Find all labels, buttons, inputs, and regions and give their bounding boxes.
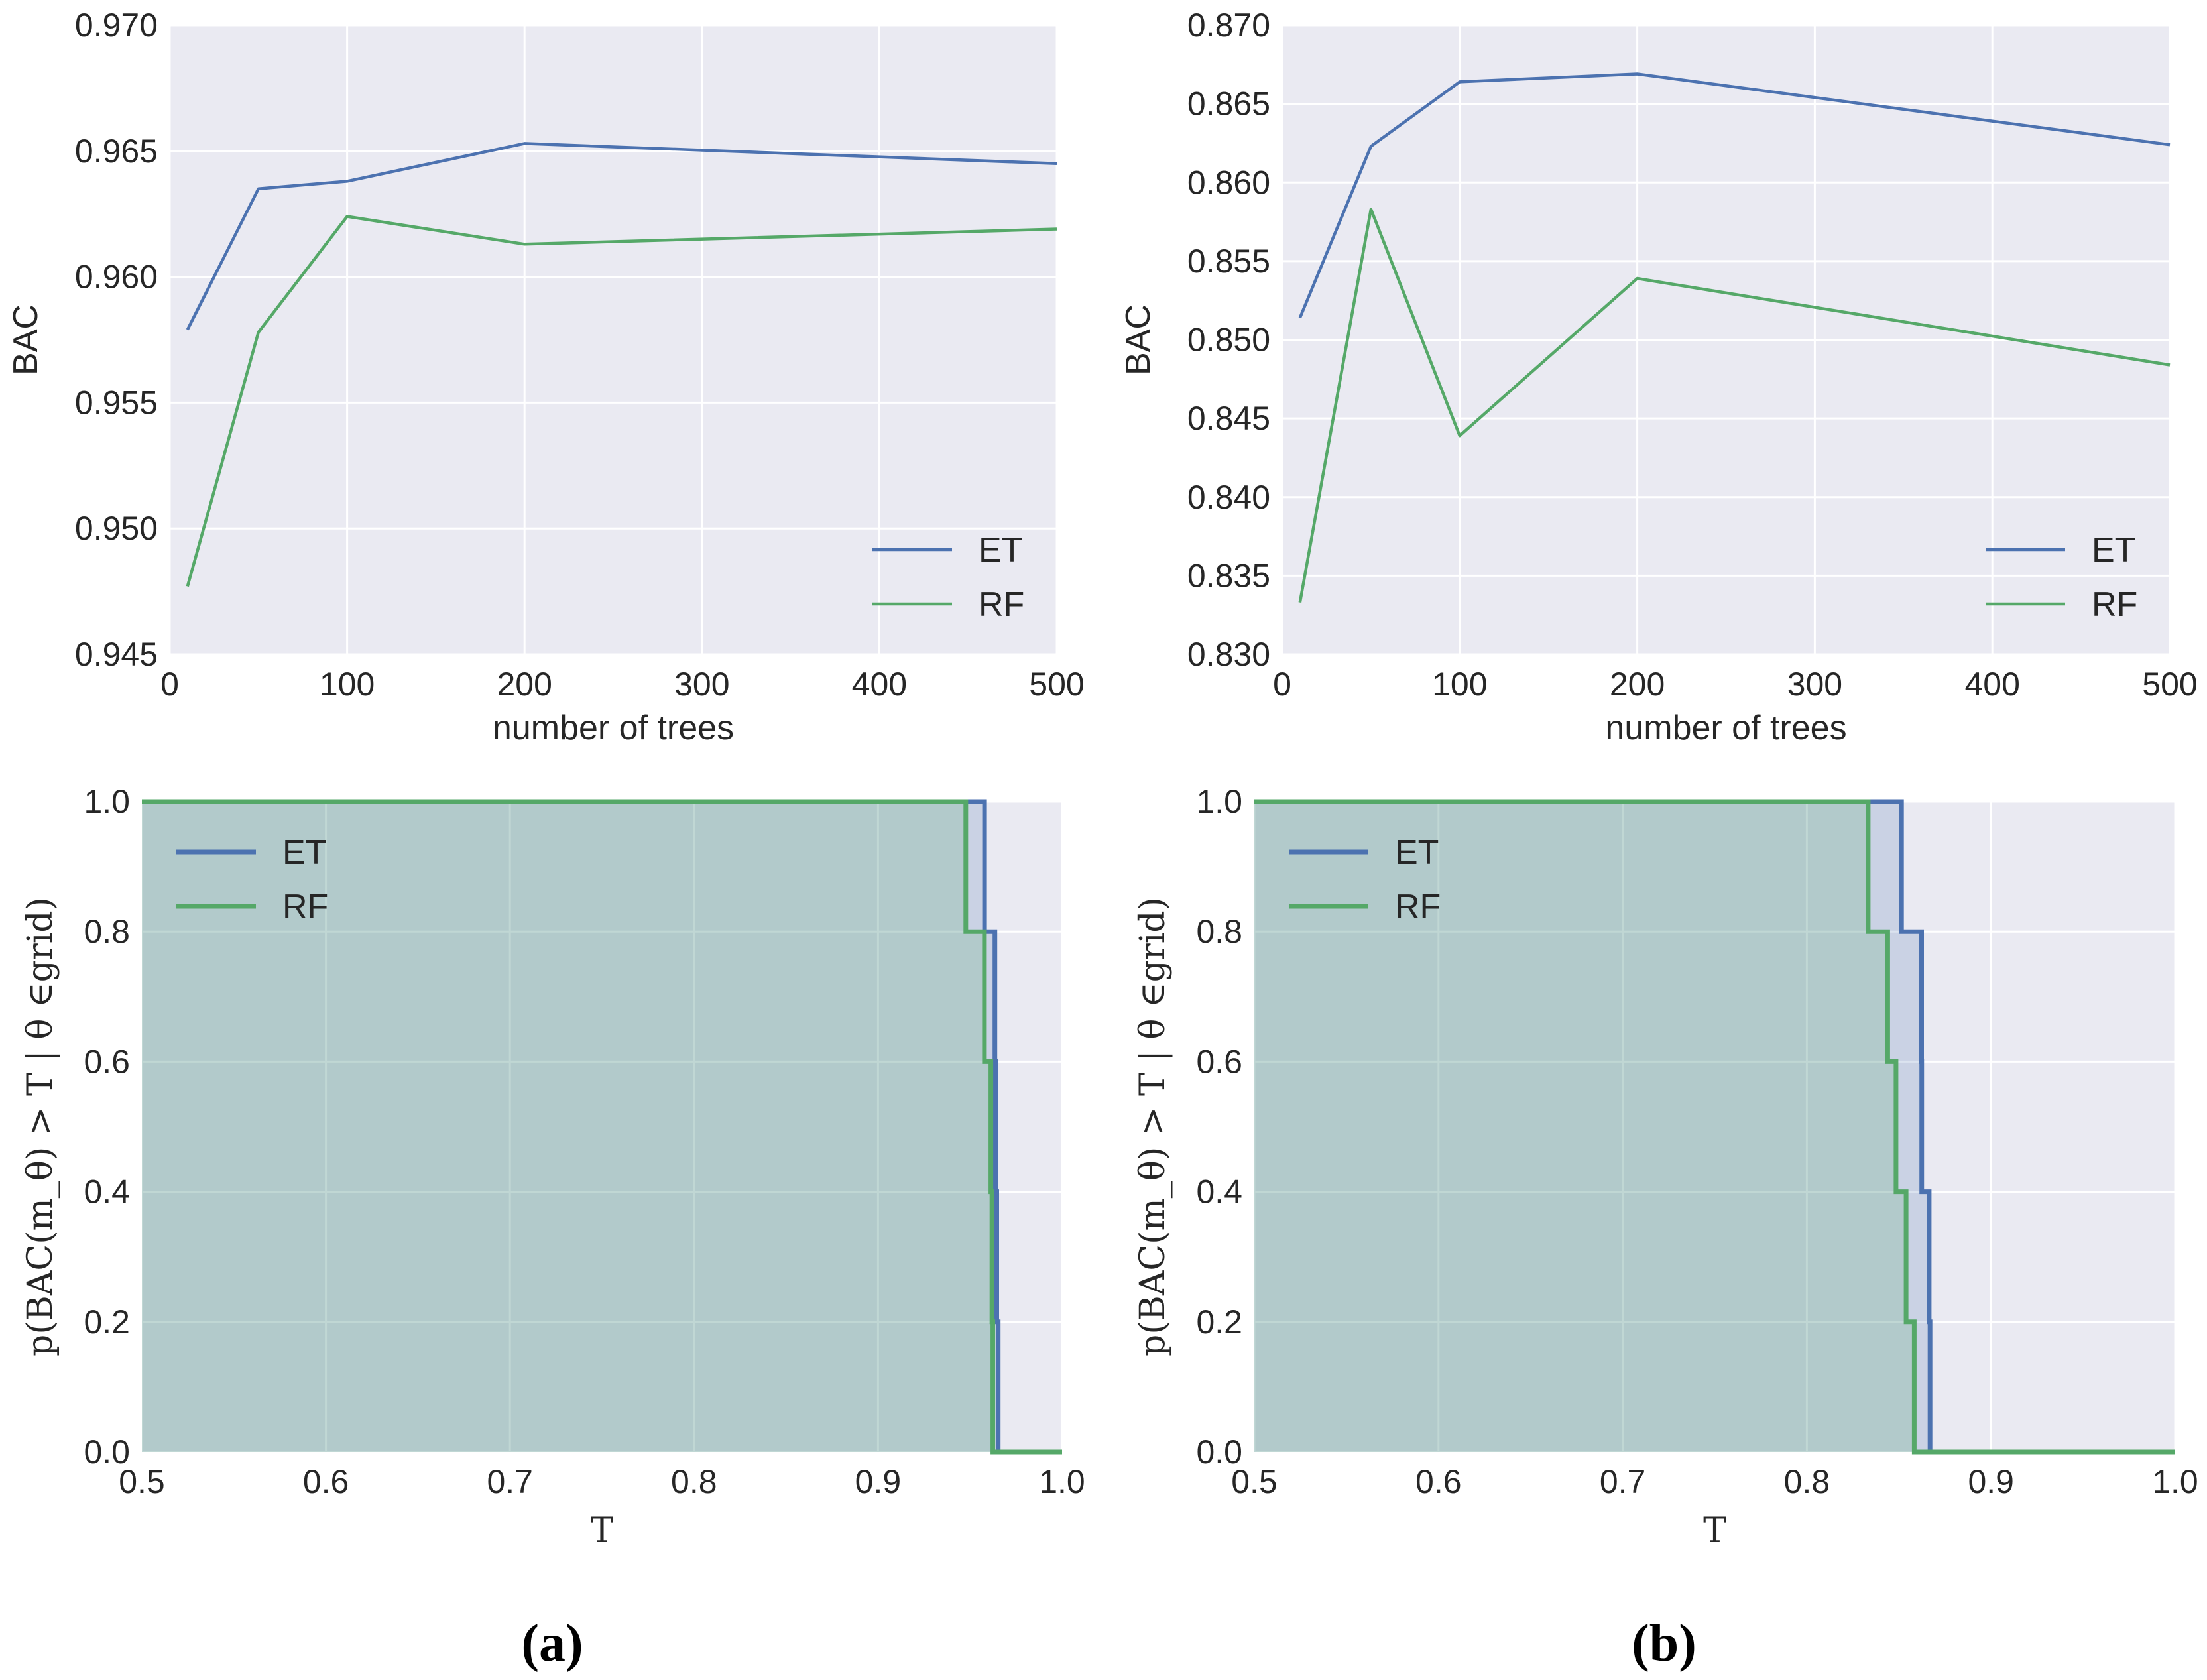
b-bottom-y-tick-label: 0.0: [1196, 1433, 1242, 1470]
b-top-y-tick-label: 0.845: [1187, 400, 1270, 437]
b-top-legend-label-et: ET: [2092, 531, 2135, 570]
a-bottom-legend-label-rf: RF: [282, 888, 328, 926]
b-bottom-y-axis-label: p(BAC(m_θ) > T | θ ∈grid): [1133, 897, 1173, 1356]
b-bottom-x-axis-label: T: [1703, 1511, 1726, 1551]
a-bottom-area-et: [142, 802, 1062, 1452]
a-bottom-x-axis-label: T: [591, 1511, 614, 1551]
b-bottom-series-et: [1254, 799, 2175, 1455]
b-top-legend-label-rf: RF: [2092, 585, 2137, 624]
a-bottom-y-tick-label: 0.8: [84, 913, 130, 950]
a-bottom-x-tick-label: 0.5: [119, 1463, 165, 1500]
b-bottom-x-tick-label: 0.9: [1968, 1463, 2014, 1500]
a-bottom-legend-label-et: ET: [282, 833, 326, 872]
b-bottom-legend-label-rf: RF: [1395, 888, 1441, 926]
b-bottom-y-tick-label: 0.2: [1196, 1303, 1242, 1341]
b-bottom-x-tick-label: 0.8: [1784, 1463, 1830, 1500]
b-top-x-tick-label: 500: [2142, 666, 2197, 703]
b-bottom-legend-label-et: ET: [1395, 833, 1439, 872]
b-top-y-tick-label: 0.865: [1187, 86, 1270, 123]
a-bottom-x-tick-label: 1.0: [1039, 1463, 1085, 1500]
a-top-legend-label-et: ET: [979, 531, 1022, 570]
a-bottom-y-tick-label: 0.0: [84, 1433, 130, 1470]
b-bottom-y-tick-label: 1.0: [1196, 783, 1242, 820]
b-bottom-area-rf: [1254, 802, 2175, 1452]
b-bottom-y-tick-label: 0.6: [1196, 1043, 1242, 1080]
a-top-y-tick-label: 0.955: [75, 384, 158, 421]
b-top-y-tick-label: 0.840: [1187, 479, 1270, 516]
a-bottom-y-tick-label: 1.0: [84, 783, 130, 820]
a-bottom-x-tick-label: 0.6: [303, 1463, 349, 1500]
b-bottom-y-tick-label: 0.4: [1196, 1173, 1242, 1211]
b-top-x-tick-label: 300: [1787, 666, 1842, 703]
a-top-series-rf: [186, 215, 1057, 587]
b-top-y-tick-label: 0.835: [1187, 557, 1270, 594]
a-top-x-tick-label: 500: [1029, 666, 1084, 703]
b-bottom-area-et: [1254, 802, 2175, 1452]
b-top-y-tick-label: 0.860: [1187, 164, 1270, 201]
b-top-series-rf: [1298, 208, 2171, 603]
a-bottom-area-rf: [142, 802, 1062, 1452]
a-bottom-x-tick-label: 0.9: [855, 1463, 902, 1500]
panel-label-a: (a): [521, 1614, 583, 1673]
b-top-x-tick-label: 200: [1610, 666, 1665, 703]
a-top-x-tick-label: 400: [852, 666, 907, 703]
b-top-y-tick-label: 0.870: [1187, 7, 1270, 44]
a-bottom-y-tick-label: 0.2: [84, 1303, 130, 1341]
b-top-x-tick-label: 0: [1273, 666, 1291, 703]
a-top-x-axis-label: number of trees: [493, 709, 734, 747]
a-bottom-x-tick-label: 0.8: [671, 1463, 717, 1500]
b-top-y-axis-label: BAC: [1119, 304, 1158, 375]
a-bottom-x-tick-label: 0.7: [487, 1463, 533, 1500]
a-top-y-axis-label: BAC: [7, 304, 45, 375]
b-bottom-x-tick-label: 0.7: [1600, 1463, 1646, 1500]
b-bottom-x-tick-label: 0.6: [1415, 1463, 1462, 1500]
b-top-y-tick-label: 0.855: [1187, 243, 1270, 280]
a-bottom-y-tick-label: 0.6: [84, 1043, 130, 1080]
a-top-y-tick-label: 0.960: [75, 259, 158, 296]
a-bottom-y-axis-label: p(BAC(m_θ) > T | θ ∈grid): [21, 897, 60, 1356]
a-top-x-tick-label: 200: [497, 666, 552, 703]
b-bottom-y-tick-label: 0.8: [1196, 913, 1242, 950]
b-top-x-axis-label: number of trees: [1605, 709, 1846, 747]
a-top-x-tick-label: 100: [320, 666, 375, 703]
a-bottom-series-et: [142, 799, 1062, 1455]
a-top-series-et: [186, 142, 1057, 331]
b-top-x-tick-label: 100: [1432, 666, 1487, 703]
b-top-y-tick-label: 0.830: [1187, 636, 1270, 673]
b-bottom-x-tick-label: 1.0: [2152, 1463, 2198, 1500]
a-top-y-tick-label: 0.950: [75, 510, 158, 547]
a-bottom-plot-background: [142, 802, 1062, 1452]
a-top-y-tick-label: 0.945: [75, 636, 158, 673]
b-top-x-tick-label: 400: [1964, 666, 2019, 703]
b-bottom-x-tick-label: 0.5: [1231, 1463, 1278, 1500]
a-top-y-tick-label: 0.970: [75, 7, 158, 44]
b-bottom-series-rf: [1254, 799, 2175, 1455]
a-top-x-tick-label: 300: [674, 666, 729, 703]
a-top-y-tick-label: 0.965: [75, 133, 158, 170]
a-bottom-y-tick-label: 0.4: [84, 1173, 130, 1211]
a-top-plot-background: [170, 25, 1057, 654]
b-bottom-plot-background: [1254, 802, 2175, 1452]
a-bottom-series-rf: [142, 799, 1062, 1455]
b-top-series-et: [1298, 72, 2171, 319]
a-top-x-tick-label: 0: [160, 666, 179, 703]
a-top-legend-label-rf: RF: [979, 585, 1024, 624]
b-top-y-tick-label: 0.850: [1187, 322, 1270, 359]
panel-label-b: (b): [1632, 1614, 1697, 1673]
